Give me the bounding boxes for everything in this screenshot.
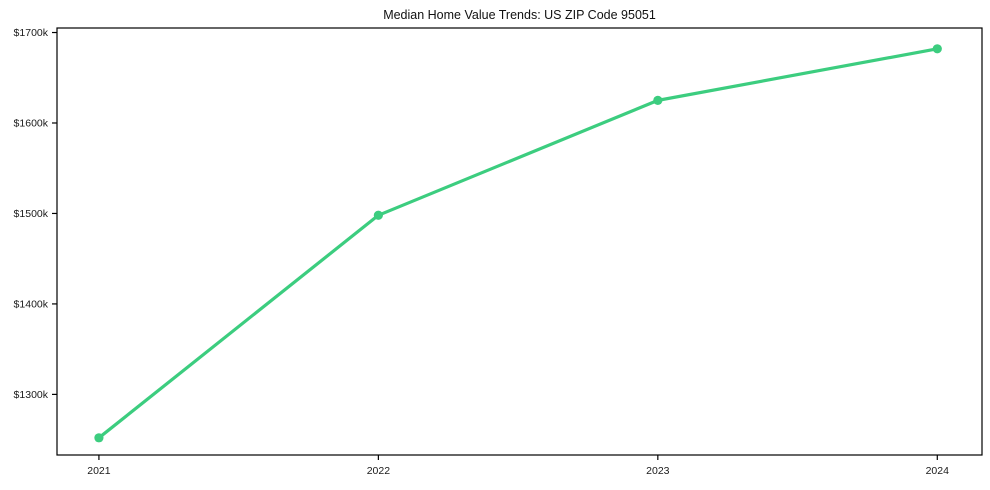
x-axis-tick-label: 2022: [367, 465, 391, 477]
y-axis-tick-label: $1700k: [14, 27, 49, 39]
data-point: [932, 44, 942, 54]
chart-title: Median Home Value Trends: US ZIP Code 95…: [383, 8, 656, 22]
x-axis-tick-label: 2023: [646, 465, 670, 477]
y-axis-tick-label: $1300k: [14, 389, 49, 401]
y-axis-tick-label: $1500k: [14, 208, 49, 220]
data-point: [373, 210, 383, 220]
plot-border: [56, 27, 983, 456]
y-axis-tick-label: $1600k: [14, 117, 49, 129]
series-line: [97, 47, 939, 440]
x-axis-tick-label: 2024: [926, 465, 950, 477]
x-axis-tick-label: 2021: [87, 465, 111, 477]
data-point: [94, 433, 104, 443]
data-point: [653, 95, 663, 105]
y-axis-tick-label: $1400k: [14, 298, 49, 310]
